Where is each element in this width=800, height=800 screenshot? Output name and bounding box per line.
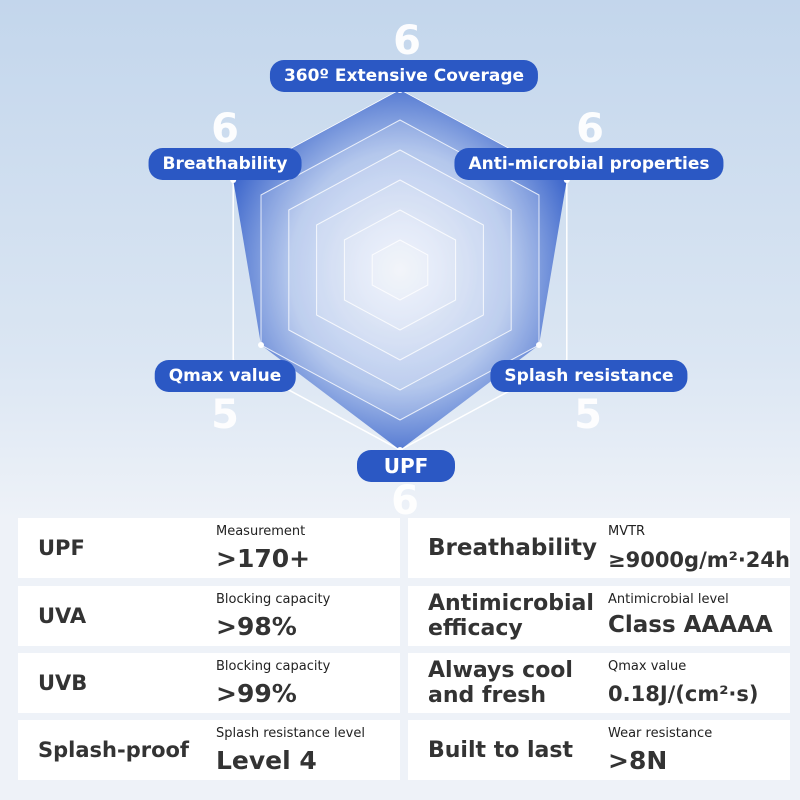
radar-grid-ring [316, 179, 484, 361]
radar-data-point [258, 342, 265, 348]
card-value: ≥9000g/m²·24h [608, 548, 790, 572]
card-title: Built to last [428, 738, 573, 763]
spec-card-uvb: UVB Blocking capacity >99% [18, 653, 400, 713]
card-label: MVTR [608, 524, 646, 539]
value-label-coverage: 6 [393, 18, 421, 64]
axis-label-coverage: 360º Extensive Coverage [269, 60, 539, 92]
card-label: Blocking capacity [216, 659, 331, 674]
card-title: Splash-proof [38, 738, 190, 762]
card-value: 0.18J/(cm²·s) [608, 682, 759, 706]
card-label: Qmax value [608, 659, 687, 674]
radar-data-polygon [233, 90, 567, 450]
radar-grid-ring [260, 119, 540, 421]
card-title: Antimicrobial efficacy [428, 591, 594, 641]
card-label: Blocking capacity [216, 592, 331, 607]
radar-data-point [535, 342, 542, 348]
card-label: Splash resistance level [216, 726, 365, 741]
card-value: >99% [216, 679, 297, 708]
spec-card-upf: UPF Measurement >170+ [18, 518, 400, 578]
spec-card-cool: Always cool and fresh Qmax value 0.18J/(… [408, 653, 790, 713]
spec-card-splash: Splash-proof Splash resistance level Lev… [18, 720, 400, 780]
radar-grid-ring [371, 239, 429, 301]
axis-label-breathability: Breathability [148, 148, 302, 180]
radar-chart [233, 90, 567, 450]
spec-card-breathability: Breathability MVTR ≥9000g/m²·24h [408, 518, 790, 578]
card-title: UVA [38, 604, 87, 628]
card-label: Wear resistance [608, 726, 713, 741]
axis-label-upf: UPF [357, 450, 455, 482]
card-value: Level 4 [216, 746, 317, 775]
card-value: >170+ [216, 544, 311, 573]
value-label-antimicrobial: 6 [576, 106, 604, 152]
radar-grid-ring [343, 209, 457, 331]
value-label-breathability: 6 [211, 106, 239, 152]
spec-card-uva: UVA Blocking capacity >98% [18, 586, 400, 646]
card-label: Antimicrobial level [608, 592, 729, 607]
card-label: Measurement [216, 524, 306, 539]
card-value: >8N [608, 746, 668, 775]
axis-label-antimicrobial: Anti-microbial properties [454, 148, 724, 180]
spec-card-antimicrobial: Antimicrobial efficacy Antimicrobial lev… [408, 586, 790, 646]
value-label-splash: 5 [574, 392, 602, 438]
axis-label-splash: Splash resistance [490, 360, 688, 392]
value-label-upf: 6 [391, 478, 419, 524]
card-title: UVB [38, 671, 88, 695]
card-value: >98% [216, 612, 297, 641]
card-value: Class AAAAA [608, 612, 773, 638]
card-title: UPF [38, 536, 85, 560]
card-title: Breathability [428, 535, 597, 561]
card-title: Always cool and fresh [428, 658, 573, 708]
axis-label-qmax: Qmax value [154, 360, 296, 392]
spec-card-durability: Built to last Wear resistance >8N [408, 720, 790, 780]
value-label-qmax: 5 [211, 392, 239, 438]
